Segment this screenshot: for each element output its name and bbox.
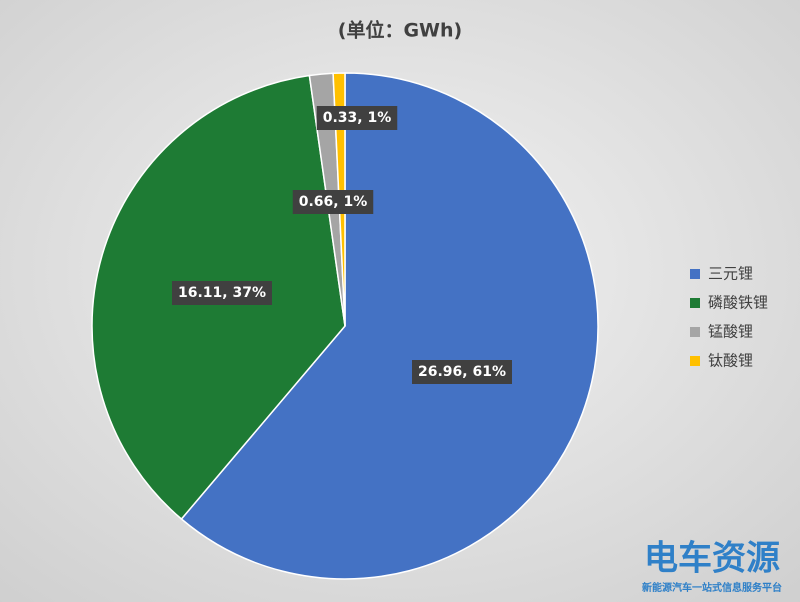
data-label-text: 26.96, 61% (418, 364, 506, 380)
data-label-text: 0.33, 1% (323, 110, 392, 126)
legend-swatch (690, 327, 700, 337)
data-label-text: 0.66, 1% (299, 194, 368, 210)
data-label: 0.66, 1% (292, 190, 374, 214)
legend-label: 三元锂 (708, 265, 753, 283)
data-label: 26.96, 61% (412, 360, 512, 384)
data-label: 16.11, 37% (172, 281, 272, 305)
data-label: 0.33, 1% (316, 106, 398, 130)
watermark-slogan: 新能源汽车一站式信息服务平台 (642, 581, 782, 594)
data-label-box (412, 360, 512, 384)
legend-label: 磷酸铁锂 (708, 294, 768, 312)
data-label-box (172, 281, 272, 305)
legend-swatch (690, 356, 700, 366)
pie-slice (180, 72, 599, 580)
legend-label: 锰酸锂 (708, 323, 753, 341)
data-label-box (316, 106, 398, 130)
data-labels: 26.96, 61% 16.11, 37% 0.66, 1% 0.33, 1% (172, 106, 512, 384)
legend-swatch (690, 269, 700, 279)
watermark-brand: 电车资源 (644, 539, 780, 579)
data-label-box (292, 190, 374, 214)
chart-title: (单位：GWh) (338, 19, 462, 42)
pie (91, 72, 599, 580)
legend-label: 钛酸锂 (708, 352, 753, 370)
legend-swatch (690, 298, 700, 308)
data-label-text: 16.11, 37% (178, 285, 266, 301)
